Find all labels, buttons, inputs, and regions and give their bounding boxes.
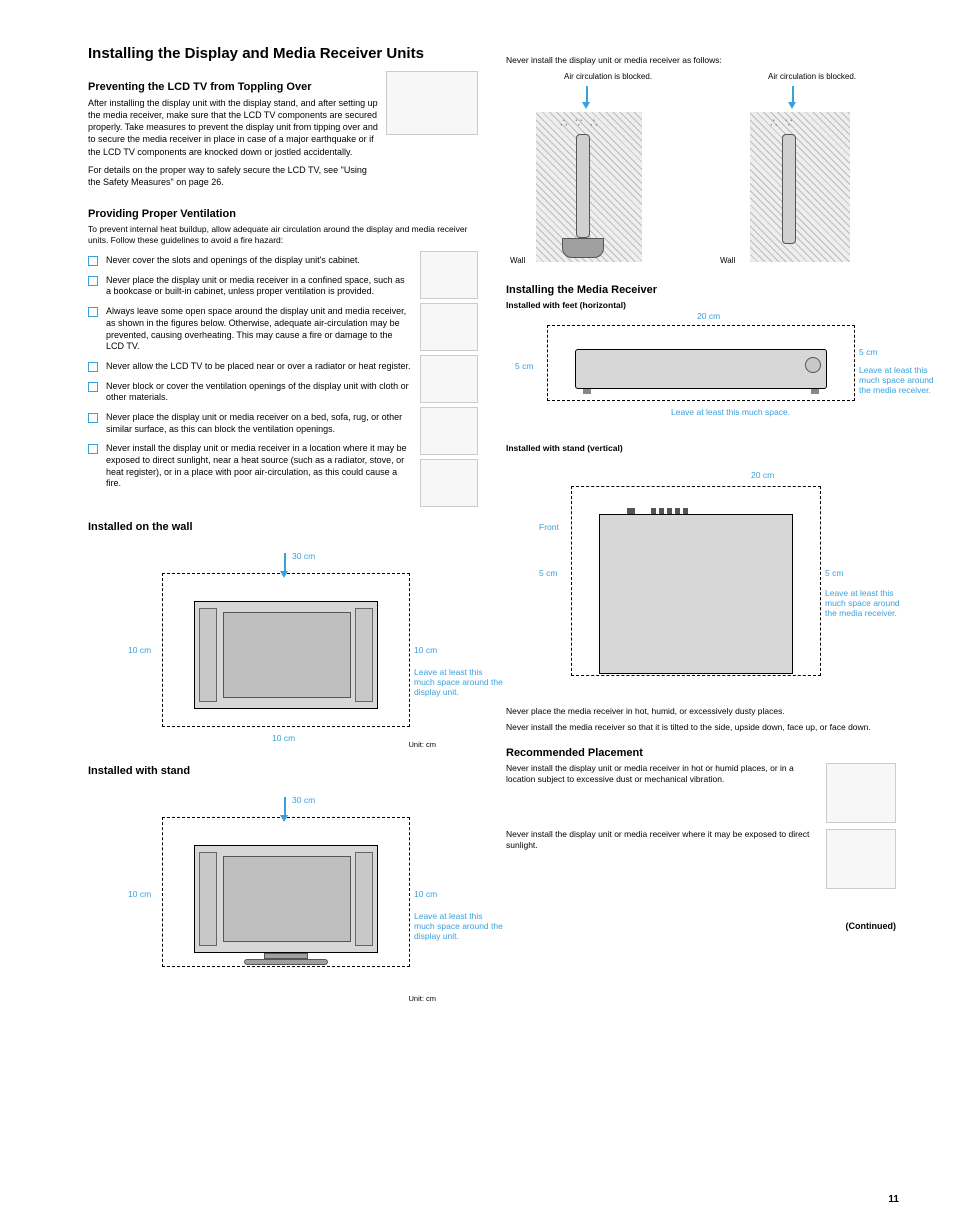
checkbox-icon	[88, 413, 98, 423]
blocked-wall-diagram: Air circulation is blocked. ∴ ∵ Wall	[696, 72, 856, 272]
blocked-caption: Air circulation is blocked.	[768, 72, 856, 81]
top-dim: 30 cm	[292, 795, 315, 805]
sunlight-illustration	[826, 763, 896, 823]
check-label: Never cover the slots and openings of th…	[106, 255, 360, 267]
covered-tv-illustration	[420, 251, 478, 299]
wall-clearance-diagram: 30 cm 10 cm 10 cm Leave at least this mu…	[128, 547, 438, 747]
right-dim: 10 cm	[414, 645, 437, 655]
stand-clearance-diagram: 30 cm 10 cm 10 cm Leave at least this mu…	[128, 791, 438, 1001]
left-dim: 10 cm	[128, 645, 151, 655]
check-item: Never cover the slots and openings of th…	[88, 255, 412, 267]
secure-heading: Preventing the LCD TV from Toppling Over	[88, 81, 378, 93]
left-dim: 10 cm	[128, 889, 151, 899]
mr-horizontal-diagram: 20 cm 5 cm 5 cm Leave at least this much…	[521, 315, 881, 425]
check-item: Never block or cover the ventilation ope…	[88, 381, 412, 404]
check-label: Never place the display unit or media re…	[106, 275, 412, 298]
clearance-note: Leave at least this much space around th…	[414, 667, 504, 697]
mr-top-dim: 20 cm	[697, 311, 720, 321]
recommend-bullet-1: Never install the display unit or media …	[506, 763, 818, 785]
blocked-stand-diagram: Air circulation is blocked. ∴ ∵ ∴ Wall	[506, 72, 666, 272]
mr-horizontal-caption: Installed with feet (horizontal)	[506, 300, 896, 311]
page-number: 11	[888, 1194, 899, 1205]
mr-heading: Installing the Media Receiver	[506, 284, 896, 296]
checkbox-icon	[88, 307, 98, 317]
check-item: Always leave some open space around the …	[88, 306, 412, 353]
cabinet-illustration	[420, 303, 478, 351]
mr-left-dim: 5 cm	[515, 361, 533, 371]
ventilation-illustrations	[420, 251, 478, 507]
check-item: Never allow the LCD TV to be placed near…	[88, 361, 412, 373]
wall-label: Wall	[510, 256, 525, 265]
check-label: Never allow the LCD TV to be placed near…	[106, 361, 411, 373]
checkbox-icon	[88, 256, 98, 266]
bottom-dim: 10 cm	[272, 733, 295, 743]
page-title: Installing the Display and Media Receive…	[88, 45, 478, 63]
vehicle-illustration	[826, 829, 896, 889]
checkbox-icon	[88, 276, 98, 286]
mrv-top-dim: 20 cm	[751, 470, 774, 480]
check-item: Never place the display unit or media re…	[88, 275, 412, 298]
mrv-right-dim: 5 cm	[825, 568, 843, 578]
mr-clearance-note: Leave at least this much space around th…	[859, 365, 939, 395]
check-label: Never place the display unit or media re…	[106, 412, 412, 435]
blocked-caption: Air circulation is blocked.	[564, 72, 652, 81]
wall-label: Wall	[720, 256, 735, 265]
checkbox-icon	[88, 382, 98, 392]
mr-note-1: Never place the media receiver in hot, h…	[506, 706, 896, 717]
check-label: Never block or cover the ventilation ope…	[106, 381, 412, 404]
diag1-caption: Installed on the wall	[88, 521, 478, 533]
ventilation-intro: To prevent internal heat buildup, allow …	[88, 224, 478, 246]
check-item: Never place the display unit or media re…	[88, 412, 412, 435]
mr-note-2: Never install the media receiver so that…	[506, 722, 896, 733]
mrv-front-label: Front	[539, 522, 559, 532]
clearance-note: Leave at least this much space around th…	[414, 911, 504, 941]
toppling-illustration	[386, 71, 478, 135]
radiator-illustration	[420, 459, 478, 507]
mr-vertical-caption: Installed with stand (vertical)	[506, 443, 896, 454]
secure-para-2: For details on the proper way to safely …	[88, 164, 378, 188]
checkbox-icon	[88, 362, 98, 372]
check-label: Never install the display unit or media …	[106, 443, 412, 490]
checkbox-icon	[88, 444, 98, 454]
mr-bottom-note: Leave at least this much space.	[671, 407, 790, 417]
top-dim: 30 cm	[292, 551, 315, 561]
check-item: Never install the display unit or media …	[88, 443, 412, 490]
recommend-bullet-2: Never install the display unit or media …	[506, 829, 818, 851]
unit-label: Unit: cm	[408, 740, 436, 749]
diag2-caption: Installed with stand	[88, 765, 478, 777]
recommend-heading: Recommended Placement	[506, 747, 896, 759]
check-label: Always leave some open space around the …	[106, 306, 412, 353]
sofa-illustration	[420, 355, 478, 403]
ventilation-heading: Providing Proper Ventilation	[88, 208, 478, 220]
mrv-clearance-note: Leave at least this much space around th…	[825, 588, 905, 618]
right-dim: 10 cm	[414, 889, 437, 899]
wall-install-illustration	[420, 407, 478, 455]
unit-label: Unit: cm	[408, 994, 436, 1003]
mr-right-dim: 5 cm	[859, 347, 877, 357]
mr-vertical-diagram: 20 cm Front 5 cm 5 cm Leave at least thi…	[541, 468, 861, 688]
never-install-intro: Never install the display unit or media …	[506, 55, 896, 66]
continued-label: (Continued)	[506, 921, 896, 931]
mrv-left-dim: 5 cm	[539, 568, 557, 578]
secure-para-1: After installing the display unit with t…	[88, 97, 378, 158]
